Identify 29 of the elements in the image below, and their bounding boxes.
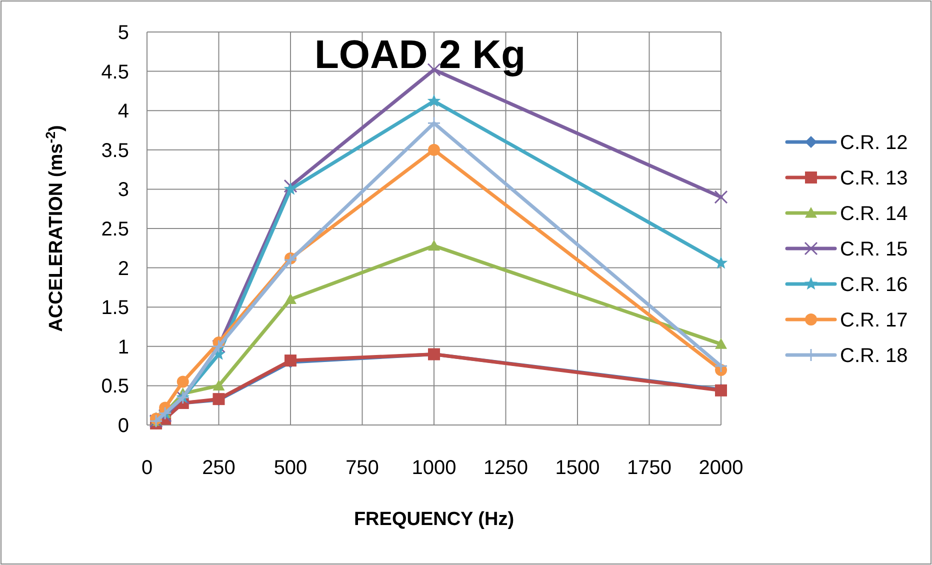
x-tick-label: 1250 xyxy=(484,457,528,479)
legend-label: C.R. 12 xyxy=(840,132,908,154)
legend-label: C.R. 18 xyxy=(840,345,908,367)
legend-label: C.R. 14 xyxy=(840,203,908,225)
x-tick-label: 2000 xyxy=(698,457,744,479)
y-tick-label: 0.5 xyxy=(101,376,129,398)
legend-label: C.R. 16 xyxy=(840,274,908,296)
y-tick-label: 5 xyxy=(118,22,129,44)
y-tick-label: 1 xyxy=(118,336,129,358)
x-tick-label: 500 xyxy=(274,457,308,479)
chart-title: LOAD 2 Kg xyxy=(314,33,526,77)
y-tick-label: 4 xyxy=(118,100,129,123)
x-tick-label: 750 xyxy=(346,457,379,479)
legend-label: C.R. 15 xyxy=(840,238,908,260)
y-tick-label: 2 xyxy=(118,258,129,280)
y-tick-label: 4.5 xyxy=(101,61,129,84)
legend-label: C.R. 17 xyxy=(840,310,908,332)
y-tick-label: 3 xyxy=(118,179,129,202)
x-axis-title: FREQUENCY (Hz) xyxy=(354,509,514,530)
legend-label: C.R. 13 xyxy=(840,168,908,190)
y-tick-label: 3.5 xyxy=(101,140,129,162)
x-tick-label: 1500 xyxy=(555,457,600,479)
x-tick-label: 1000 xyxy=(412,457,456,479)
x-tick-label: 1750 xyxy=(627,457,672,479)
y-tick-label: 1.5 xyxy=(101,297,129,320)
x-tick-label: 0 xyxy=(141,457,153,479)
x-tick-label: 250 xyxy=(202,457,236,479)
y-tick-label: 0 xyxy=(118,415,129,437)
y-tick-label: 2.5 xyxy=(101,218,129,240)
